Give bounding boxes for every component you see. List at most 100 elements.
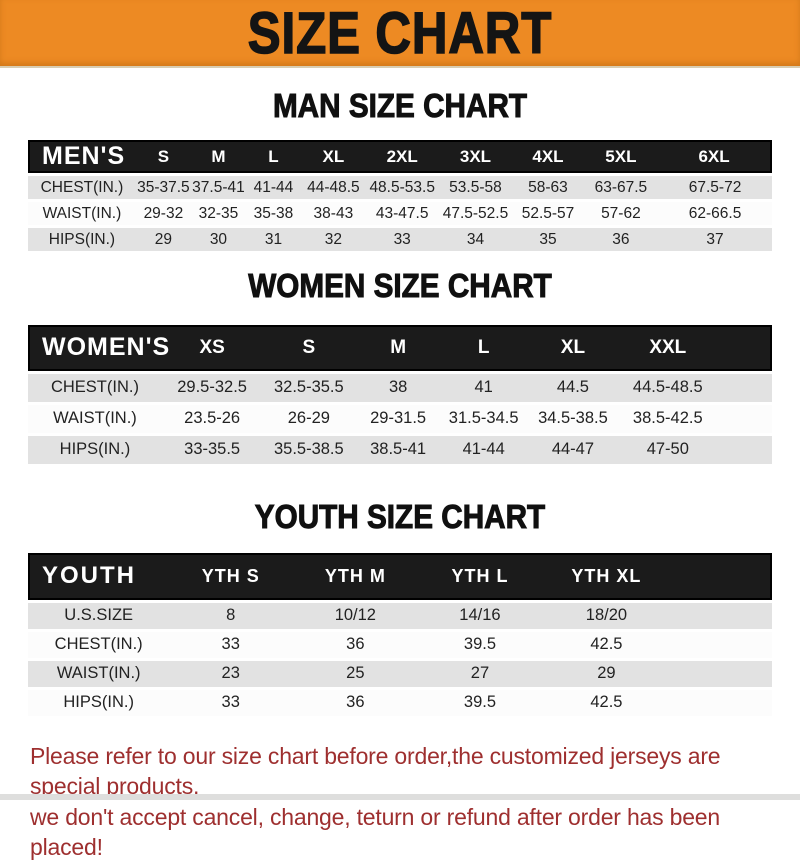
table-cell: 58-63	[512, 176, 584, 200]
column-header: XL	[526, 324, 620, 371]
table-cell: 10/12	[292, 602, 419, 629]
table-row: WAIST(IN.) 29-32 32-35 35-38 38-43 43-47.5 47.…	[28, 202, 772, 226]
women-size-table: WOMEN'S XS S M L XL XXL CHEST(IN.) 29.5-32.5 32.…	[28, 322, 772, 467]
table-cell: 39.5	[418, 631, 542, 658]
column-header: 4XL	[512, 140, 584, 174]
table-cell: 42.5	[541, 631, 672, 658]
table-cell: 52.5-57	[512, 202, 584, 226]
table-cell: 35-37.5	[135, 176, 191, 200]
women-table-body: CHEST(IN.) 29.5-32.5 32.5-35.5 38 41 44.5 44.5…	[28, 373, 772, 464]
table-cell: 41-44	[440, 435, 527, 464]
table-cell: 38.5-42.5	[619, 404, 717, 433]
men-table-body: CHEST(IN.) 35-37.5 37.5-41 41-44 44-48.5 48.5…	[28, 176, 772, 252]
table-cell: 23.5-26	[161, 404, 263, 433]
table-header-label: YOUTH	[28, 552, 170, 600]
table-cell: 37.5-41	[190, 176, 246, 200]
table-cell: 31	[245, 228, 302, 252]
youth-size-table: YOUTH YTH S YTH M YTH L YTH XL U.S.SIZE 8 10/1…	[28, 550, 772, 719]
column-header: XL	[301, 140, 366, 174]
row-label: CHEST(IN.)	[28, 373, 162, 402]
table-cell: 44-47	[526, 435, 620, 464]
table-cell-filler	[716, 373, 772, 402]
table-cell: 57-62	[583, 202, 659, 226]
table-cell: 29-32	[135, 202, 191, 226]
table-cell: 29.5-32.5	[161, 373, 263, 402]
table-cell-filler	[671, 631, 772, 658]
row-label: U.S.SIZE	[28, 602, 170, 629]
column-header: YTH XL	[541, 552, 672, 600]
table-cell: 18/20	[541, 602, 672, 629]
youth-section-heading: YOUTH SIZE CHART	[254, 497, 546, 535]
table-cell: 67.5-72	[658, 176, 772, 200]
header-row: MEN'S S M L XL 2XL 3XL 4XL 5XL 6XL	[28, 140, 772, 174]
row-label: HIPS(IN.)	[28, 689, 170, 716]
column-header: YTH M	[292, 552, 419, 600]
table-cell: 37	[658, 228, 772, 252]
table-row: WAIST(IN.) 23 25 27 29	[28, 660, 772, 687]
column-header-filler	[671, 552, 772, 600]
table-cell: 47-50	[619, 435, 717, 464]
table-cell: 43-47.5	[365, 202, 439, 226]
table-cell: 35	[512, 228, 584, 252]
column-header: M	[355, 324, 441, 371]
women-table-wrap: WOMEN'S XS S M L XL XXL CHEST(IN.) 29.5-32.5 32.…	[28, 322, 772, 467]
bottom-edge-strip	[0, 794, 800, 800]
table-row: CHEST(IN.) 33 36 39.5 42.5	[28, 631, 772, 658]
table-cell-filler	[671, 660, 772, 687]
table-cell: 26-29	[262, 404, 356, 433]
table-cell-filler	[671, 602, 772, 629]
table-cell: 33-35.5	[161, 435, 263, 464]
column-header: S	[135, 140, 191, 174]
women-section-heading: WOMEN SIZE CHART	[248, 267, 552, 305]
table-cell: 35.5-38.5	[262, 435, 356, 464]
column-header: 5XL	[583, 140, 659, 174]
table-row: U.S.SIZE 8 10/12 14/16 18/20	[28, 602, 772, 629]
table-cell: 53.5-58	[438, 176, 513, 200]
row-label: HIPS(IN.)	[28, 228, 136, 252]
table-cell: 32-35	[190, 202, 246, 226]
table-header-label: MEN'S	[28, 140, 136, 174]
table-cell: 36	[583, 228, 659, 252]
table-cell: 33	[169, 689, 293, 716]
table-row: HIPS(IN.) 33-35.5 35.5-38.5 38.5-41 41-44 44-…	[28, 435, 772, 464]
column-header: 2XL	[365, 140, 439, 174]
youth-table-head: YOUTH YTH S YTH M YTH L YTH XL	[28, 552, 772, 600]
table-cell-filler	[671, 689, 772, 716]
men-table-head: MEN'S S M L XL 2XL 3XL 4XL 5XL 6XL	[28, 140, 772, 174]
men-size-table: MEN'S S M L XL 2XL 3XL 4XL 5XL 6XL CHEST(IN.) 35-3…	[28, 137, 772, 254]
table-cell: 39.5	[418, 689, 542, 716]
table-cell: 42.5	[541, 689, 672, 716]
footer-note: Please refer to our size chart before or…	[30, 741, 772, 862]
table-cell: 38-43	[301, 202, 366, 226]
men-table-wrap: MEN'S S M L XL 2XL 3XL 4XL 5XL 6XL CHEST(IN.) 35-3…	[28, 137, 772, 254]
column-header: YTH L	[418, 552, 542, 600]
table-cell: 47.5-52.5	[438, 202, 513, 226]
table-row: CHEST(IN.) 29.5-32.5 32.5-35.5 38 41 44.5 44.5…	[28, 373, 772, 402]
table-header-label: WOMEN'S	[28, 324, 169, 371]
women-table-head: WOMEN'S XS S M L XL XXL	[28, 324, 772, 371]
table-cell: 41-44	[245, 176, 302, 200]
column-header: XS	[161, 324, 263, 371]
table-row: HIPS(IN.) 33 36 39.5 42.5	[28, 689, 772, 716]
table-cell: 8	[169, 602, 293, 629]
table-cell: 38.5-41	[355, 435, 441, 464]
header-row: YOUTH YTH S YTH M YTH L YTH XL	[28, 552, 772, 600]
table-cell: 62-66.5	[658, 202, 772, 226]
column-header: M	[190, 140, 246, 174]
youth-table-wrap: YOUTH YTH S YTH M YTH L YTH XL U.S.SIZE 8 10/1…	[28, 550, 772, 719]
table-cell: 27	[418, 660, 542, 687]
row-label: WAIST(IN.)	[28, 660, 170, 687]
table-cell: 44.5-48.5	[619, 373, 717, 402]
table-cell: 25	[292, 660, 419, 687]
table-cell: 29-31.5	[355, 404, 441, 433]
table-cell: 31.5-34.5	[440, 404, 527, 433]
table-cell-filler	[716, 435, 772, 464]
row-label: CHEST(IN.)	[28, 176, 136, 200]
table-cell-filler	[716, 404, 772, 433]
column-header: XXL	[619, 324, 717, 371]
row-label: HIPS(IN.)	[28, 435, 162, 464]
banner: SIZE CHART	[0, 0, 800, 68]
column-header: YTH S	[169, 552, 293, 600]
column-header: 6XL	[658, 140, 772, 174]
table-cell: 38	[355, 373, 441, 402]
